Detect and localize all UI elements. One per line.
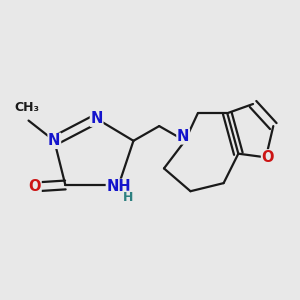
Text: N: N (48, 133, 61, 148)
Text: NH: NH (106, 179, 131, 194)
Text: H: H (123, 191, 133, 204)
Text: N: N (177, 129, 189, 144)
Text: O: O (28, 179, 41, 194)
Text: CH₃: CH₃ (14, 101, 39, 114)
Text: N: N (90, 111, 103, 126)
Text: O: O (262, 150, 274, 165)
